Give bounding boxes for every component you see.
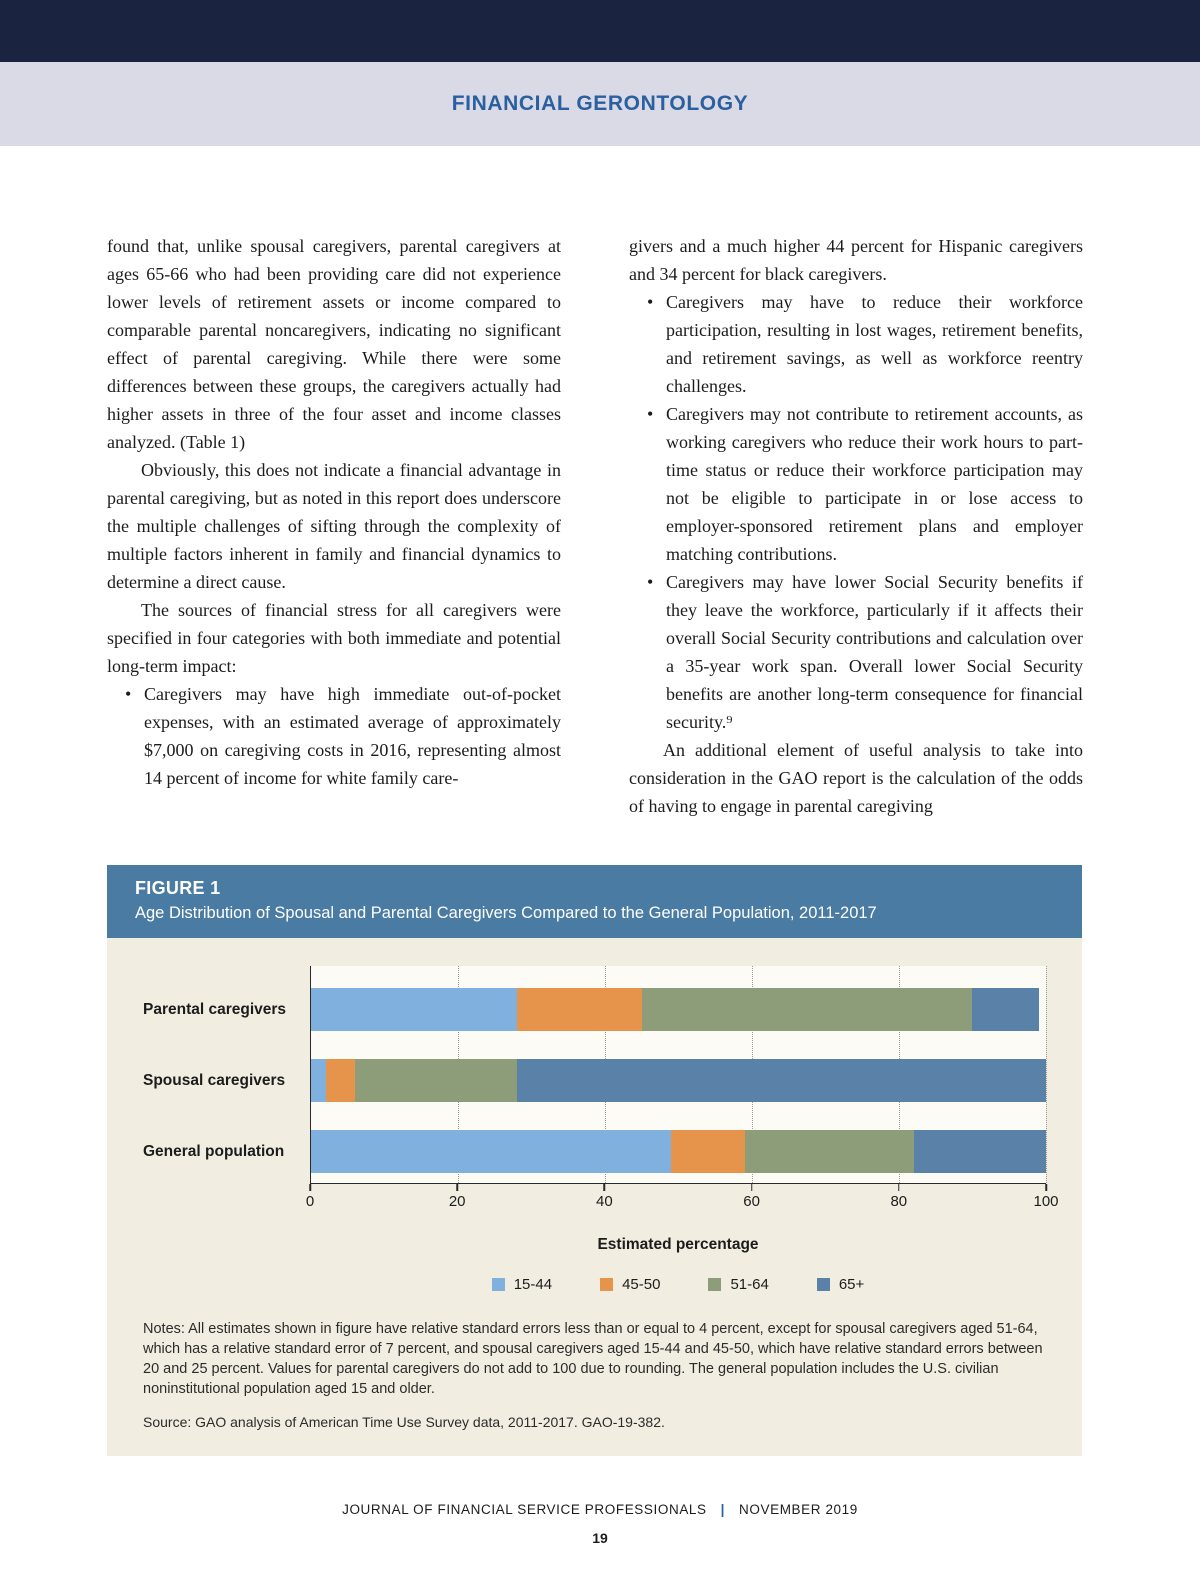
bullet-text: Caregivers may have high immediate out-o… bbox=[144, 684, 561, 788]
section-title: FINANCIAL GERONTOLOGY bbox=[451, 92, 749, 115]
bullet-text: Caregivers may have lower Social Securit… bbox=[666, 572, 1083, 732]
paragraph: found that, unlike spousal caregivers, p… bbox=[107, 236, 561, 452]
bullet-item: • Caregivers may have high immediate out-… bbox=[125, 680, 561, 792]
bullet-marker: • bbox=[647, 404, 654, 424]
right-column: givers and a much higher 44 percent for … bbox=[629, 232, 1083, 820]
footer-issue: NOVEMBER 2019 bbox=[739, 1502, 858, 1517]
legend-item: 65+ bbox=[816, 1276, 865, 1293]
footer-separator: | bbox=[720, 1502, 726, 1517]
category-label: Spousal caregivers bbox=[143, 1071, 286, 1089]
legend-swatch bbox=[816, 1278, 830, 1291]
figure-1: FIGURE 1 Age Distribution of Spousal and… bbox=[107, 865, 1082, 1456]
legend-swatch bbox=[600, 1278, 614, 1291]
stacked-bar bbox=[311, 988, 1046, 1031]
category-labels: Parental caregivers Spousal caregivers Gen… bbox=[143, 966, 310, 1293]
bars-container bbox=[311, 988, 1046, 1173]
top-navy-bar bbox=[0, 0, 1200, 62]
tick-mark bbox=[1045, 1184, 1047, 1191]
figure-body: Parental caregivers Spousal caregivers Gen… bbox=[107, 938, 1082, 1456]
bullet-item: • Caregivers may have lower Social Securi… bbox=[647, 568, 1083, 736]
legend-item: 51-64 bbox=[708, 1276, 769, 1293]
legend-label: 45-50 bbox=[622, 1276, 661, 1293]
bar-segment-51-64 bbox=[744, 1130, 914, 1173]
tick-label: 100 bbox=[1033, 1193, 1059, 1210]
legend-item: 15-44 bbox=[491, 1276, 553, 1293]
paragraph: givers and a much higher 44 percent for … bbox=[629, 236, 1083, 284]
legend-label: 65+ bbox=[838, 1276, 865, 1293]
bar-segment-15-44 bbox=[311, 1059, 326, 1102]
bar-segment-51-64 bbox=[355, 1059, 517, 1102]
tick-mark bbox=[603, 1184, 606, 1191]
bar-segment-15-44 bbox=[311, 988, 517, 1031]
category-label: Parental caregivers bbox=[143, 1000, 287, 1018]
figure-header: FIGURE 1 Age Distribution of Spousal and… bbox=[107, 865, 1082, 938]
x-axis-label: Estimated percentage bbox=[597, 1236, 759, 1253]
tick-label: 20 bbox=[448, 1193, 466, 1210]
legend-label: 15-44 bbox=[513, 1276, 553, 1293]
figure-source: Source: GAO analysis of American Time Us… bbox=[143, 1414, 665, 1430]
bullet-text: Caregivers may not contribute to retirem… bbox=[666, 404, 1083, 564]
tick-mark bbox=[456, 1184, 458, 1191]
chart-legend: 15-44 45-50 51-64 65+ bbox=[310, 1276, 1046, 1293]
tick-label: 60 bbox=[743, 1193, 760, 1210]
paragraph: An additional element of useful analysis… bbox=[629, 740, 1083, 816]
footer-journal: JOURNAL OF FINANCIAL SERVICE PROFESSIONA… bbox=[342, 1502, 707, 1517]
bar-segment-65+ bbox=[913, 1130, 1046, 1173]
paragraph: The sources of financial stress for all … bbox=[107, 600, 561, 676]
gridline bbox=[1046, 966, 1047, 1183]
page-footer: JOURNAL OF FINANCIAL SERVICE PROFESSIONA… bbox=[0, 1502, 1200, 1517]
tick-label: 0 bbox=[305, 1193, 315, 1210]
figure-notes: Notes: All estimates shown in figure hav… bbox=[143, 1321, 1043, 1397]
tick-label: 40 bbox=[596, 1193, 613, 1210]
left-column: found that, unlike spousal caregivers, p… bbox=[107, 232, 561, 820]
x-axis: 0 20 40 60 80 100 bbox=[306, 1184, 1059, 1218]
bar-segment-15-44 bbox=[311, 1130, 672, 1173]
bullet-marker: • bbox=[125, 684, 132, 704]
bar-segment-51-64 bbox=[641, 988, 973, 1031]
bullet-item: • Caregivers may not contribute to retire… bbox=[647, 400, 1083, 568]
figure-title: Age Distribution of Spousal and Parental… bbox=[135, 904, 877, 922]
bar-segment-65+ bbox=[972, 988, 1039, 1031]
figure-label: FIGURE 1 bbox=[135, 878, 221, 898]
tick-mark bbox=[750, 1184, 753, 1191]
tick-mark bbox=[898, 1184, 900, 1191]
bullet-marker: • bbox=[647, 292, 654, 312]
legend-swatch bbox=[491, 1278, 505, 1291]
bullet-text: Caregivers may have to reduce their work… bbox=[666, 292, 1083, 396]
tick-mark bbox=[309, 1184, 311, 1191]
legend-item: 45-50 bbox=[600, 1276, 660, 1293]
bullet-marker: • bbox=[647, 572, 654, 592]
paragraph: Obviously, this does not indicate a fina… bbox=[107, 460, 561, 592]
stacked-bar bbox=[311, 1059, 1046, 1102]
legend-label: 51-64 bbox=[730, 1276, 769, 1293]
header-band: FINANCIAL GERONTOLOGY bbox=[0, 62, 1200, 146]
stacked-bar-chart: Parental caregivers Spousal caregivers Gen… bbox=[143, 966, 1059, 1293]
category-label: General population bbox=[143, 1142, 285, 1160]
stacked-bar bbox=[311, 1130, 1046, 1173]
plot-column: 0 20 40 60 80 100 Estimated percentage 15-44 4… bbox=[306, 966, 1059, 1293]
bar-segment-65+ bbox=[516, 1059, 1046, 1102]
bar-segment-45-50 bbox=[671, 1130, 745, 1173]
bullet-item: • Caregivers may have to reduce their wor… bbox=[647, 288, 1083, 400]
article-body: found that, unlike spousal caregivers, p… bbox=[107, 232, 1083, 820]
plot-area bbox=[310, 966, 1047, 1184]
bar-segment-45-50 bbox=[516, 988, 642, 1031]
page-number: 19 bbox=[592, 1530, 608, 1546]
tick-label: 80 bbox=[890, 1193, 908, 1210]
bar-segment-45-50 bbox=[325, 1059, 356, 1102]
legend-swatch bbox=[708, 1278, 722, 1291]
